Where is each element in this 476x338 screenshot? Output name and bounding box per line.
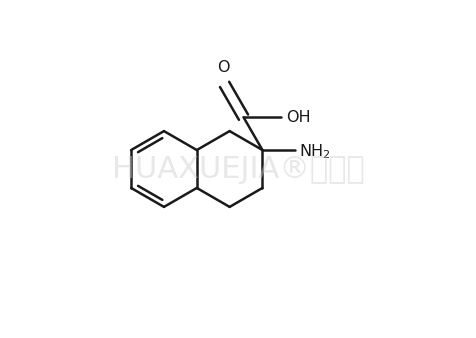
Text: NH$_2$: NH$_2$ <box>298 142 330 161</box>
Text: OH: OH <box>287 110 311 125</box>
Text: HUAXUEJIA®化学加: HUAXUEJIA®化学加 <box>112 154 364 184</box>
Text: O: O <box>217 60 229 75</box>
